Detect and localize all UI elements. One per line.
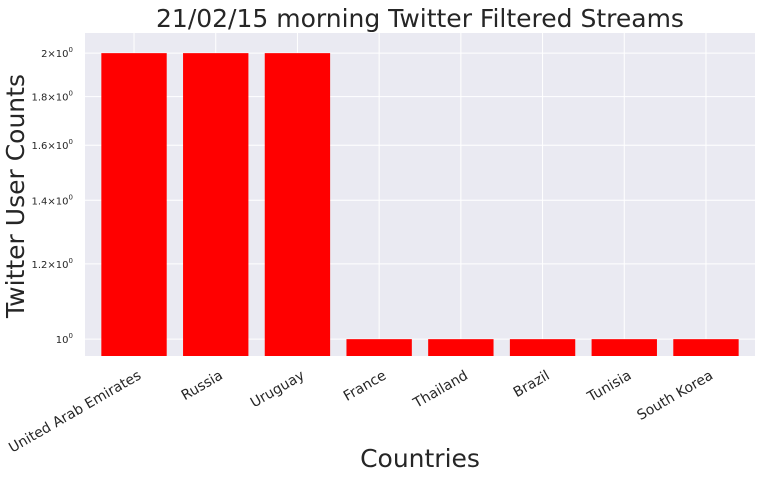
x-tick-label-0: United Arab Emirates <box>6 368 144 457</box>
bars <box>101 53 739 357</box>
y-axis-ticks: 100 1.2×100 1.4×100 1.6×100 1.8×100 2×100 <box>32 46 73 346</box>
x-tick-label-5: Brazil <box>511 368 553 401</box>
x-tick-label-6: Tunisia <box>584 368 634 406</box>
bar-7 <box>673 339 739 356</box>
y-tick-label-3: 1.6×100 <box>32 138 73 152</box>
x-axis-label: Countries <box>360 444 480 473</box>
y-tick-label-4: 1.8×100 <box>32 90 73 104</box>
x-tick-label-7: South Korea <box>635 368 716 424</box>
x-tick-label-2: Uruguay <box>248 368 308 412</box>
bar-1 <box>183 53 249 357</box>
x-tick-label-3: France <box>341 368 389 405</box>
y-tick-label-2: 1.4×100 <box>32 193 73 207</box>
y-axis-label: Twitter User Counts <box>1 74 30 319</box>
y-tick-label-5: 2×100 <box>41 46 73 60</box>
x-tick-label-4: Thailand <box>410 368 471 412</box>
bar-4 <box>428 339 494 356</box>
y-tick-label-1: 1.2×100 <box>32 257 73 271</box>
bar-2 <box>264 53 331 357</box>
bar-6 <box>591 339 657 356</box>
bar-3 <box>346 339 412 356</box>
bar-0 <box>101 53 167 357</box>
y-tick-label-0: 100 <box>56 332 73 346</box>
chart-title: 21/02/15 morning Twitter Filtered Stream… <box>156 4 684 33</box>
x-tick-label-1: Russia <box>179 368 226 404</box>
bar-5 <box>509 339 576 356</box>
